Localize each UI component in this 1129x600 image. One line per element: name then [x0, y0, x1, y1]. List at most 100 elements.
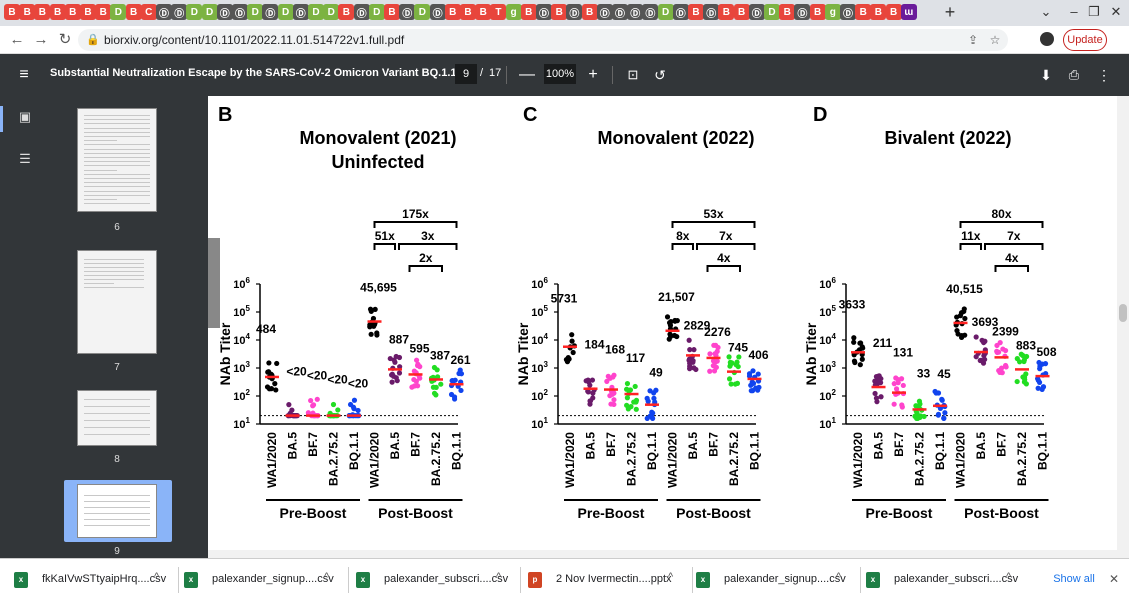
browser-tab[interactable]: g: [505, 4, 522, 20]
browser-tab[interactable]: B: [19, 4, 36, 20]
page-thumbnail-8[interactable]: [77, 390, 157, 446]
zoom-input[interactable]: 100%: [544, 64, 576, 84]
browser-tab[interactable]: T: [490, 4, 507, 20]
new-tab-button[interactable]: +: [944, 2, 956, 22]
browser-tab[interactable]: Ⓓ: [353, 4, 370, 20]
page-number-input[interactable]: 9: [455, 64, 477, 84]
browser-tab[interactable]: Ⓓ: [536, 4, 552, 20]
browser-tab[interactable]: B: [34, 4, 51, 20]
zoom-in-button[interactable]: +: [588, 66, 598, 83]
download-item[interactable]: x fkKaIVwSTtyaipHrq....csv ^: [8, 566, 178, 594]
horizontal-scrollbar[interactable]: [208, 550, 1117, 558]
maximize-button[interactable]: ❐: [1088, 4, 1100, 19]
share-icon[interactable]: ⇪: [967, 33, 979, 47]
browser-tab[interactable]: D: [368, 4, 385, 20]
browser-tab[interactable]: D: [323, 4, 340, 20]
browser-tab[interactable]: Ⓓ: [566, 4, 583, 20]
update-button[interactable]: Update: [1063, 29, 1107, 51]
vertical-scrollbar[interactable]: [1117, 96, 1129, 558]
download-item[interactable]: x palexander_signup....csv ^: [178, 566, 348, 594]
sidebar-scrollbar[interactable]: [208, 238, 220, 328]
browser-tab[interactable]: B: [49, 4, 66, 20]
browser-tab[interactable]: B: [460, 4, 476, 20]
chevron-up-icon[interactable]: ^: [668, 571, 674, 583]
fit-page-icon[interactable]: ⊡: [627, 67, 639, 82]
browser-tab[interactable]: B: [581, 4, 598, 20]
browser-tab[interactable]: D: [277, 4, 294, 20]
download-item[interactable]: p 2 Nov Ivermectin....pptx ^: [522, 566, 692, 594]
show-all-button[interactable]: Show all: [1053, 573, 1095, 585]
browser-tab[interactable]: Ⓓ: [216, 4, 233, 20]
chevron-up-icon[interactable]: ^: [154, 571, 160, 583]
browser-tab[interactable]: B: [688, 4, 704, 20]
browser-tab[interactable]: ɯ: [900, 4, 917, 20]
thumbnails-view-icon[interactable]: ▣: [18, 109, 32, 124]
browser-tab[interactable]: B: [779, 4, 796, 20]
browser-tab[interactable]: B: [718, 4, 735, 20]
browser-tab[interactable]: Ⓓ: [262, 4, 279, 20]
browser-tab[interactable]: D: [657, 4, 674, 20]
outline-view-icon[interactable]: ☰: [19, 151, 31, 166]
url-text[interactable]: biorxiv.org/content/10.1101/2022.11.01.5…: [104, 33, 405, 47]
back-button[interactable]: ←: [9, 31, 25, 48]
close-downloads-icon[interactable]: ✕: [1108, 572, 1120, 586]
browser-tab[interactable]: B: [520, 4, 537, 20]
bookmark-star-icon[interactable]: ☆: [989, 33, 1001, 47]
browser-tab[interactable]: Ⓓ: [642, 4, 659, 20]
reload-button[interactable]: ↻: [58, 31, 72, 48]
browser-tab[interactable]: D: [186, 4, 203, 20]
browser-tab[interactable]: D: [247, 4, 264, 20]
browser-tab[interactable]: C: [140, 4, 157, 20]
browser-tab[interactable]: Ⓓ: [703, 4, 720, 20]
rotate-icon[interactable]: ↺: [654, 67, 666, 83]
browser-tab[interactable]: B: [4, 4, 20, 20]
browser-tab[interactable]: B: [384, 4, 400, 20]
browser-tab[interactable]: B: [855, 4, 872, 20]
page-thumbnail-9[interactable]: [77, 484, 157, 538]
browser-tab[interactable]: g: [824, 4, 841, 20]
browser-tab[interactable]: B: [809, 4, 826, 20]
browser-tab[interactable]: D: [764, 4, 780, 20]
forward-button[interactable]: →: [33, 31, 49, 48]
more-options-icon[interactable]: ⋮: [1097, 67, 1111, 83]
download-item[interactable]: x palexander_subscri....csv ^: [860, 566, 1030, 594]
browser-tab[interactable]: Ⓓ: [171, 4, 188, 20]
browser-tab[interactable]: B: [870, 4, 887, 20]
minimize-button[interactable]: –: [1070, 4, 1078, 19]
browser-tab[interactable]: Ⓓ: [840, 4, 856, 20]
profile-avatar-icon[interactable]: [1040, 32, 1054, 46]
browser-tab[interactable]: B: [338, 4, 355, 20]
browser-tab[interactable]: Ⓓ: [612, 4, 628, 20]
browser-tab[interactable]: D: [201, 4, 218, 20]
print-icon[interactable]: ⎙: [1068, 67, 1080, 82]
browser-tab[interactable]: B: [475, 4, 492, 20]
zoom-out-button[interactable]: —: [519, 66, 535, 83]
browser-tab[interactable]: B: [125, 4, 142, 20]
chevron-up-icon[interactable]: ^: [836, 571, 842, 583]
browser-tab[interactable]: B: [64, 4, 81, 20]
browser-tab[interactable]: Ⓓ: [232, 4, 248, 20]
chevron-up-icon[interactable]: ^: [324, 571, 330, 583]
download-item[interactable]: x palexander_subscri....csv ^: [350, 566, 520, 594]
browser-tab[interactable]: D: [110, 4, 127, 20]
menu-icon[interactable]: ≡: [19, 66, 29, 83]
lock-icon[interactable]: 🔒: [86, 34, 100, 46]
chevron-up-icon[interactable]: ^: [496, 571, 502, 583]
browser-tab[interactable]: B: [80, 4, 96, 20]
browser-tab[interactable]: D: [308, 4, 324, 20]
page-thumbnail-6[interactable]: [77, 108, 157, 212]
browser-tab[interactable]: D: [414, 4, 431, 20]
browser-tab[interactable]: Ⓓ: [429, 4, 446, 20]
browser-tab[interactable]: B: [733, 4, 750, 20]
vertical-scroll-thumb[interactable]: [1119, 304, 1127, 322]
browser-tab[interactable]: Ⓓ: [156, 4, 172, 20]
browser-tab[interactable]: Ⓓ: [794, 4, 811, 20]
browser-tab[interactable]: Ⓓ: [748, 4, 765, 20]
page-thumbnail-7[interactable]: [77, 250, 157, 354]
browser-tab[interactable]: Ⓓ: [672, 4, 689, 20]
address-bar[interactable]: 🔒 biorxiv.org/content/10.1101/2022.11.01…: [78, 29, 1008, 51]
download-item[interactable]: x palexander_signup....csv ^: [690, 566, 860, 594]
browser-tab[interactable]: Ⓓ: [292, 4, 309, 20]
browser-tab[interactable]: B: [551, 4, 568, 20]
close-window-button[interactable]: ✕: [1110, 4, 1122, 19]
